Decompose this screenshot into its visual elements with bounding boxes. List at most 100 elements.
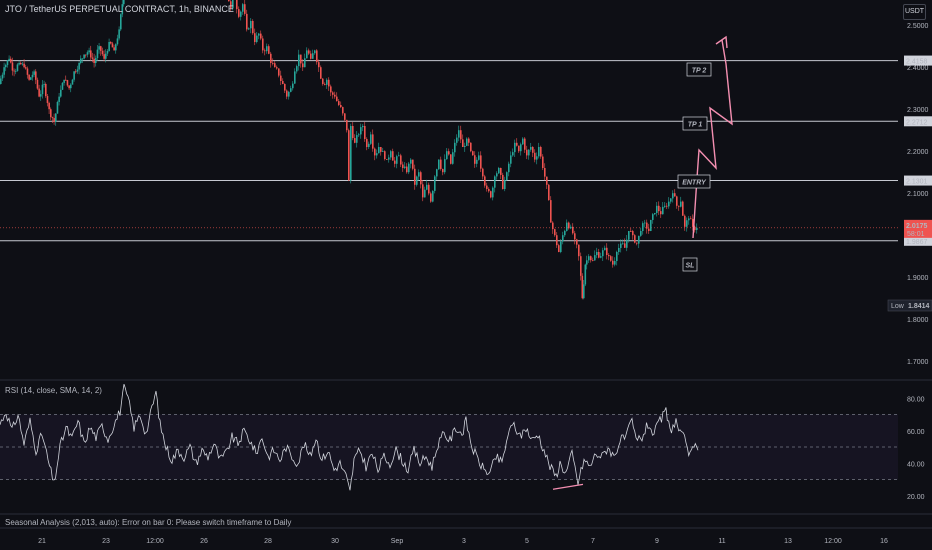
candle [68,85,70,89]
candle [63,79,65,83]
candle [654,212,656,215]
time-axis-label: 3 [462,538,466,545]
candle [578,244,580,257]
candle [678,205,680,207]
entry-label-box[interactable] [677,174,711,189]
candle [121,4,124,15]
candle [620,243,622,248]
candle [310,53,312,59]
candle [542,156,544,168]
candle [570,226,572,229]
candle [348,130,350,181]
candle [546,176,548,185]
candle [31,74,34,78]
candle [442,168,444,173]
candle [71,79,74,85]
tp1-label-box[interactable] [682,116,708,131]
candle [414,168,416,185]
trade-plan-path[interactable] [692,39,733,239]
candle [93,58,95,63]
rsi-tick-label: 40.00 [907,461,925,468]
level-price-tag [904,175,932,186]
candle [51,117,54,119]
candle [336,96,338,102]
candle [240,11,242,17]
tp2-label-box[interactable] [686,62,712,77]
candle [592,260,594,261]
candle [608,255,610,257]
rsi-divergence-line[interactable] [552,483,584,490]
candle [326,79,328,85]
candle [35,71,37,80]
candle [318,62,320,68]
rsi-tick-label: 60.00 [907,429,925,436]
price-tick-label: 2.1000 [907,191,929,198]
candle [123,0,125,5]
candle [534,152,536,160]
candle [488,189,490,192]
candle [392,151,394,161]
candle [55,113,57,122]
candle [274,63,276,68]
candle [105,53,107,59]
level-price-label: 1.9867 [906,239,928,246]
level-price-label: 2.2712 [906,119,928,126]
candle [496,173,498,177]
entry-label: ENTRY [682,180,707,187]
candle [312,53,314,59]
candle [428,184,430,194]
time-axis-label: 16 [880,538,888,545]
candle [583,284,585,299]
candle [250,21,252,29]
candle [554,229,556,236]
candle [372,134,374,149]
candle [378,147,380,154]
candle [276,67,278,69]
candle [418,172,420,177]
tp2-label: TP 2 [692,68,707,75]
candle [694,226,696,231]
time-axis-label: 9 [655,538,659,545]
candle [376,153,378,156]
candle [676,196,678,206]
rsi-indicator-label[interactable]: RSI (14, close, SMA, 14, 2) [5,386,102,395]
candle [70,84,72,89]
candle [6,60,9,66]
candle [282,80,284,84]
candle [668,201,670,207]
symbol-title[interactable]: JTO / TetherUS PERPETUAL CONTRACT, 1h, B… [5,4,234,14]
price-tick-label: 2.3000 [907,107,929,114]
candle [526,149,528,156]
candle [494,176,496,188]
candle [340,105,342,108]
candle [108,42,110,51]
candle [588,256,590,261]
candle [362,126,364,128]
candle [53,118,55,122]
candle [398,155,400,157]
candle [252,21,254,34]
currency-button[interactable]: USDT [903,4,926,20]
candle [650,219,652,231]
candle [634,235,636,243]
sl-label-box[interactable] [682,257,698,272]
candle [20,63,22,65]
candle [426,184,428,190]
price-tick-label: 2.5000 [907,23,929,30]
candle [422,184,424,198]
candle [314,50,316,54]
candle [296,66,298,72]
candle [522,138,524,145]
candle [370,134,372,144]
time-axis-label: 12:00 [824,538,842,545]
candle [482,168,484,177]
rsi-band-background [0,414,898,480]
time-axis-label: 30 [331,538,339,545]
candle [100,46,102,51]
time-axis-label: 12:00 [146,538,164,545]
candle [396,156,398,164]
candle [454,142,456,153]
time-axis-label: 23 [102,538,110,545]
candle [456,137,458,143]
